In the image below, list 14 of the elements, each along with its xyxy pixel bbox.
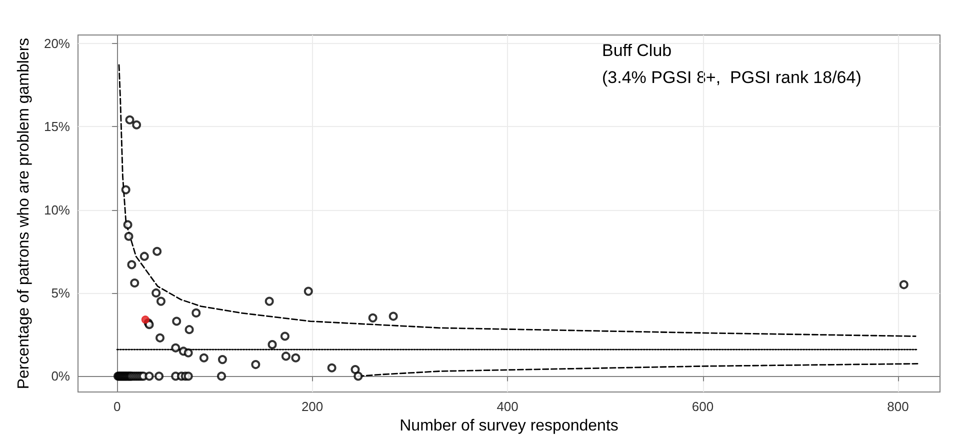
y-tick-label: 15% [44, 119, 70, 134]
x-tick-label: 400 [496, 399, 518, 414]
annotation: Buff Club [602, 41, 672, 60]
y-tick-label: 20% [44, 36, 70, 51]
line-series [118, 64, 916, 337]
y-axis-title: Percentage of patrons who are problem gamblers [16, 38, 32, 390]
y-tick-label: 10% [44, 202, 70, 218]
x-tick-label: 600 [692, 399, 714, 414]
x-tick-label: 0 [113, 399, 121, 414]
x-tick-label: 800 [887, 399, 909, 414]
y-tick-label: 5% [51, 285, 70, 300]
x-axis-title: Number of survey respondents [400, 418, 618, 434]
y-tick-label: 0% [51, 368, 70, 384]
x-tick-label: 200 [301, 399, 324, 414]
